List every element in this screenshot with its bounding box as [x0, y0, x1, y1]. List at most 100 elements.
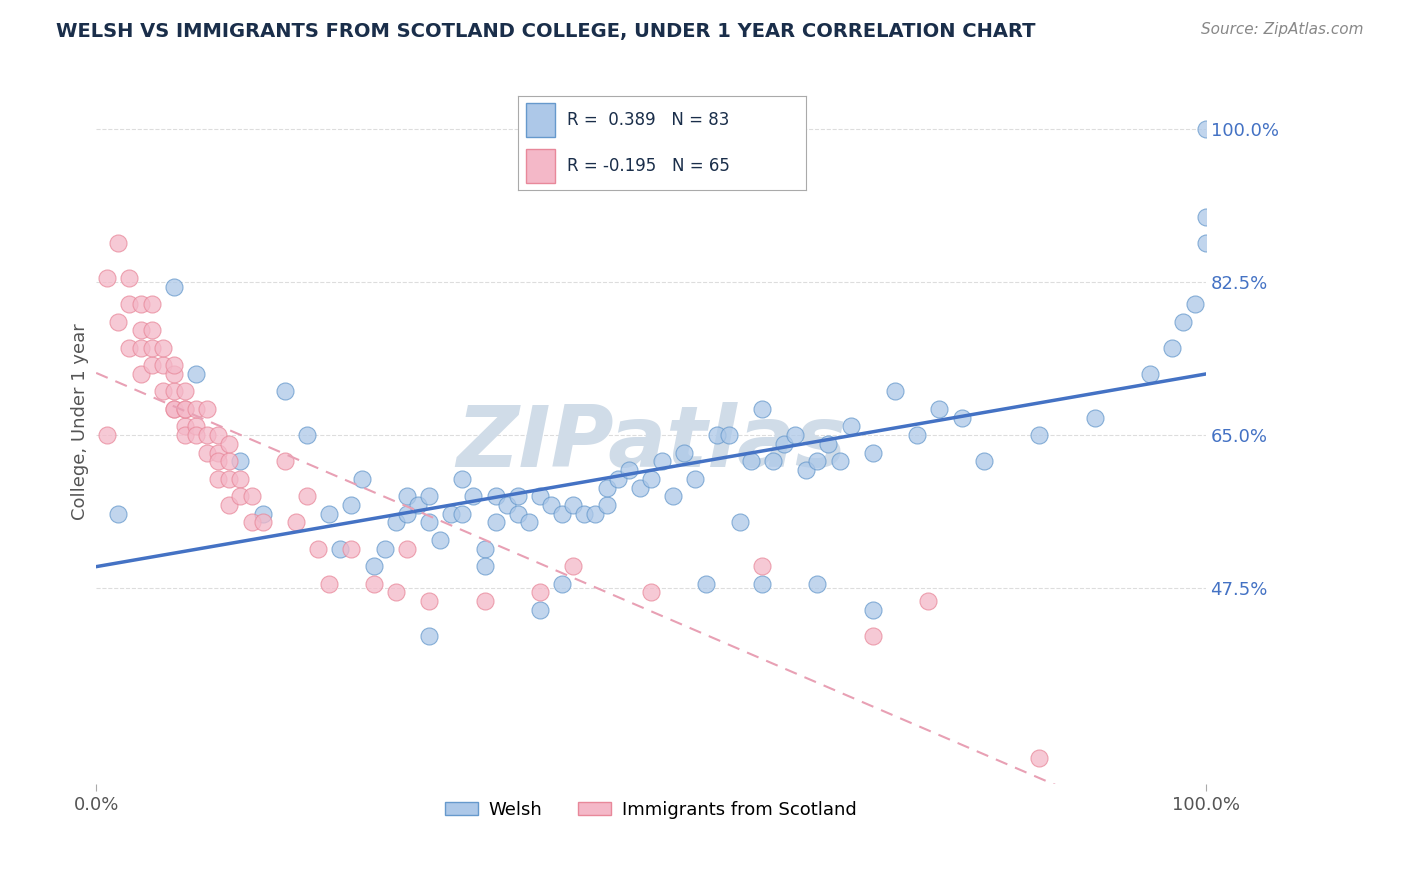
Point: [284, 516, 307, 530]
Point: [395, 507, 418, 521]
Point: [418, 594, 440, 608]
Point: [195, 401, 218, 416]
Point: [218, 472, 240, 486]
Point: [363, 576, 385, 591]
Point: [229, 454, 252, 468]
Point: [862, 445, 884, 459]
Point: [1028, 428, 1050, 442]
Point: [184, 428, 207, 442]
Point: [152, 341, 174, 355]
Point: [184, 401, 207, 416]
Point: [107, 235, 129, 250]
Point: [141, 358, 163, 372]
Point: [163, 279, 186, 293]
Point: [96, 271, 118, 285]
Point: [384, 585, 406, 599]
Point: [785, 428, 807, 442]
Point: [617, 463, 640, 477]
Point: [585, 507, 607, 521]
Point: [118, 271, 141, 285]
Point: [562, 498, 585, 512]
Point: [418, 516, 440, 530]
Point: [762, 454, 785, 468]
Point: [207, 428, 229, 442]
Point: [606, 472, 628, 486]
Point: [529, 603, 551, 617]
Legend: Welsh, Immigrants from Scotland: Welsh, Immigrants from Scotland: [439, 794, 863, 826]
Point: [673, 445, 696, 459]
Point: [118, 341, 141, 355]
Point: [1084, 410, 1107, 425]
Point: [451, 472, 474, 486]
Point: [484, 516, 506, 530]
Point: [595, 498, 617, 512]
Point: [1173, 315, 1195, 329]
Point: [274, 454, 297, 468]
Point: [474, 541, 496, 556]
Point: [163, 384, 186, 399]
Point: [163, 367, 186, 381]
Point: [207, 454, 229, 468]
Point: [773, 437, 796, 451]
Point: [152, 384, 174, 399]
Point: [640, 472, 662, 486]
Point: [917, 594, 939, 608]
Point: [717, 428, 740, 442]
Point: [517, 516, 540, 530]
Point: [794, 463, 817, 477]
Point: [651, 454, 673, 468]
Point: [141, 341, 163, 355]
Point: [884, 384, 907, 399]
Point: [406, 498, 429, 512]
Point: [529, 585, 551, 599]
Text: WELSH VS IMMIGRANTS FROM SCOTLAND COLLEGE, UNDER 1 YEAR CORRELATION CHART: WELSH VS IMMIGRANTS FROM SCOTLAND COLLEG…: [56, 22, 1036, 41]
Point: [229, 489, 252, 503]
Point: [395, 541, 418, 556]
Point: [862, 603, 884, 617]
Point: [506, 507, 529, 521]
Point: [640, 585, 662, 599]
Point: [540, 498, 562, 512]
Point: [395, 489, 418, 503]
Point: [950, 410, 973, 425]
Point: [506, 489, 529, 503]
Point: [295, 489, 318, 503]
Point: [318, 507, 340, 521]
Point: [1139, 367, 1161, 381]
Point: [1195, 122, 1218, 136]
Point: [839, 419, 862, 434]
Point: [218, 454, 240, 468]
Point: [163, 401, 186, 416]
Point: [751, 401, 773, 416]
Point: [374, 541, 396, 556]
Point: [107, 315, 129, 329]
Point: [706, 428, 728, 442]
Point: [628, 481, 651, 495]
Text: ZIPatlas: ZIPatlas: [456, 402, 846, 485]
Point: [207, 445, 229, 459]
Point: [862, 629, 884, 643]
Point: [96, 428, 118, 442]
Point: [474, 559, 496, 574]
Point: [252, 516, 274, 530]
Point: [562, 559, 585, 574]
Point: [174, 384, 197, 399]
Point: [695, 576, 717, 591]
Point: [129, 367, 152, 381]
Point: [662, 489, 685, 503]
Point: [129, 341, 152, 355]
Point: [551, 507, 574, 521]
Point: [728, 516, 751, 530]
Point: [806, 576, 828, 591]
Point: [828, 454, 851, 468]
Point: [1028, 751, 1050, 765]
Point: [817, 437, 839, 451]
Point: [685, 472, 707, 486]
Point: [1195, 210, 1218, 224]
Point: [529, 489, 551, 503]
Point: [240, 489, 263, 503]
Point: [451, 507, 474, 521]
Point: [551, 576, 574, 591]
Point: [252, 507, 274, 521]
Point: [141, 297, 163, 311]
